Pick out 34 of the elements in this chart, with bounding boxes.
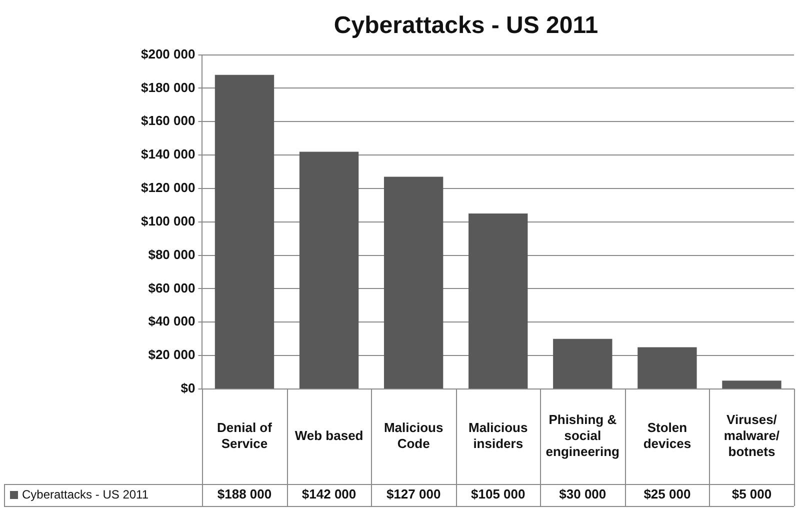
y-tick-label: $180 000: [140, 80, 196, 95]
bar: [722, 380, 782, 388]
data-label: $30 000: [559, 486, 606, 502]
y-tick-label: $0: [180, 380, 196, 396]
bar: [384, 176, 444, 388]
bar: [553, 338, 612, 388]
legend-label: Cyberattacks - US 2011: [22, 487, 149, 502]
y-tick-label: $120 000: [140, 180, 196, 196]
data-label: $25 000: [644, 486, 691, 502]
data-label: $142 000: [302, 486, 356, 502]
x-tick-label: Phishing & social engineering: [546, 412, 620, 460]
y-tick-label: $140 000: [140, 146, 196, 162]
x-tick-label: Web based: [294, 428, 364, 444]
data-label: $105 000: [470, 486, 526, 502]
x-tick-label: Denial of Service: [217, 420, 273, 452]
x-tick-label: Malicious insiders: [468, 420, 528, 452]
x-tick-label: Malicious Code: [384, 420, 444, 452]
bar: [214, 74, 274, 388]
bar: [468, 214, 528, 388]
y-tick-label: $160 000: [140, 113, 196, 128]
bar: [299, 152, 359, 388]
data-label: $127 000: [386, 486, 441, 502]
y-tick-label: $20 000: [148, 347, 196, 362]
y-tick-label: $200 000: [140, 46, 196, 62]
y-tick-label: $80 000: [148, 246, 196, 262]
data-label: $5 000: [732, 486, 772, 502]
y-tick-label: $100 000: [140, 213, 196, 228]
x-tick-label: Stolen devices: [643, 420, 692, 452]
y-tick-label: $40 000: [148, 314, 196, 329]
y-tick-label: $60 000: [148, 280, 196, 296]
data-label: $188 000: [217, 486, 272, 502]
chart-title: Cyberattacks - US 2011: [334, 12, 598, 40]
bar: [638, 347, 697, 388]
x-tick-label: Viruses/ malware/ botnets: [724, 412, 780, 460]
